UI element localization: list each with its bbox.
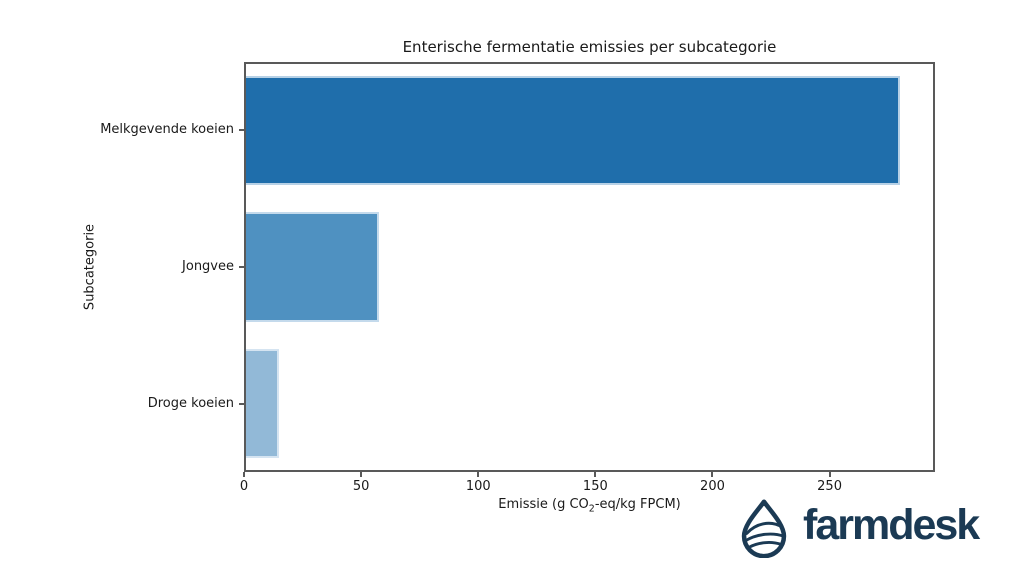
x-tick-mark (477, 472, 480, 477)
x-tick-label: 250 (817, 479, 842, 494)
y-tick-mark (239, 402, 244, 405)
y-tick-label: Melkgevende koeien (100, 122, 234, 138)
x-tick-label: 200 (700, 479, 725, 494)
y-tick-mark (239, 129, 244, 132)
x-tick-label: 150 (582, 479, 608, 494)
bar-droge-koeien (246, 349, 279, 459)
farmdesk-wordmark: farmdesk (803, 500, 980, 549)
y-tick-label: Droge koeien (147, 395, 234, 411)
x-axis-label-text: Emissie (g CO (498, 497, 589, 512)
y-axis-label: Subcategorie (82, 223, 98, 311)
plot-area (244, 62, 935, 472)
x-tick-mark (360, 472, 363, 477)
chart-title: Enterische fermentatie emissies per subc… (402, 38, 777, 56)
x-tick-label: 0 (239, 479, 249, 494)
x-axis-label-subscript: 2 (588, 503, 595, 515)
y-tick-label: Jongvee (182, 259, 234, 274)
bar-melkgevende-koeien (246, 75, 901, 185)
bar-jongvee (246, 212, 379, 322)
x-tick-mark (594, 472, 597, 477)
x-tick-mark (711, 472, 714, 477)
farmdesk-logo: farmdesk (735, 495, 980, 561)
x-tick-mark (828, 472, 831, 477)
x-tick-label: 50 (352, 479, 370, 494)
farmdesk-drop-icon (741, 499, 787, 558)
x-tick-label: 100 (465, 479, 491, 494)
y-tick-mark (239, 266, 244, 268)
x-tick-mark (243, 472, 245, 477)
x-axis-label: Emissie (g CO2-eq/kg FPCM) (244, 497, 935, 515)
x-axis-label-unit: -eq/kg FPCM) (594, 497, 681, 512)
